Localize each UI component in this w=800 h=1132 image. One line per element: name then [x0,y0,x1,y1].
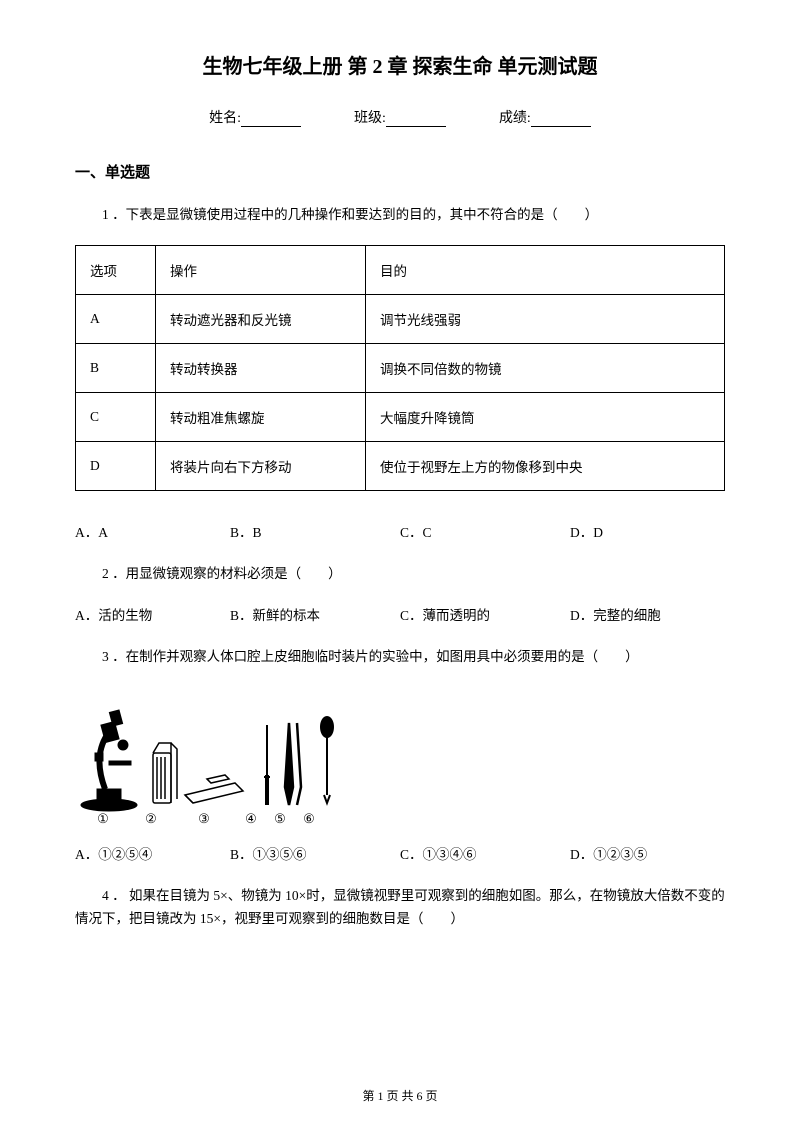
section-1-header: 一、单选题 [75,161,725,182]
table-cell: 转动遮光器和反光镜 [156,294,366,343]
table-header: 选项 [76,245,156,294]
q4-text: 4 ． 如果在目镜为 5×、物镜为 10×时，显微镜视野里可观察到的细胞如图。那… [75,885,725,931]
slide-box-icon [153,743,177,803]
choice-b: B．新鲜的标本 [230,604,400,624]
table-row: D 将装片向右下方移动 使位于视野左上方的物像移到中央 [76,441,725,490]
table-row: B 转动转换器 调换不同倍数的物镜 [76,343,725,392]
table-cell: 转动转换器 [156,343,366,392]
choice-b: B．B [230,521,400,541]
choice-c: C．C [400,521,570,541]
needle-icon [264,725,270,805]
q2-choices: A．活的生物 B．新鲜的标本 C．薄而透明的 D．完整的细胞 [75,604,725,624]
choice-b: B．①③⑤⑥ [230,843,400,863]
page-footer: 第 1 页 共 6 页 [0,1087,800,1104]
table-cell: D [76,441,156,490]
glass-slide-icon [185,775,243,803]
label-1: ① [75,811,131,827]
microscope-icon [81,710,137,811]
tools-svg [75,687,375,827]
table-cell: A [76,294,156,343]
choice-c: C．薄而透明的 [400,604,570,624]
q3-diagram: ① ② ③ ④ ⑤ ⑥ [75,687,375,827]
table-cell: 调换不同倍数的物镜 [366,343,725,392]
choice-d: D．完整的细胞 [570,604,661,624]
q1-text: 1 ．下表是显微镜使用过程中的几种操作和要达到的目的，其中不符合的是（ ） [75,204,725,227]
table-row: 选项 操作 目的 [76,245,725,294]
choice-a: A．A [75,521,230,541]
q3-choices: A．①②⑤④ B．①③⑤⑥ C．①③④⑥ D．①②③⑤ [75,843,725,863]
choice-c: C．①③④⑥ [400,843,570,863]
score-blank[interactable] [531,113,591,127]
class-label: 班级: [354,111,386,126]
label-6: ⑥ [295,811,323,827]
q1-table: 选项 操作 目的 A 转动遮光器和反光镜 调节光线强弱 B 转动转换器 调换不同… [75,245,725,491]
table-cell: C [76,392,156,441]
page-title: 生物七年级上册 第 2 章 探索生命 单元测试题 [75,50,725,79]
label-2: ② [131,811,171,827]
label-4: ④ [237,811,265,827]
table-cell: 使位于视野左上方的物像移到中央 [366,441,725,490]
dropper-icon [321,717,333,803]
table-cell: 将装片向右下方移动 [156,441,366,490]
choice-d: D．D [570,521,603,541]
table-cell: B [76,343,156,392]
table-row: A 转动遮光器和反光镜 调节光线强弱 [76,294,725,343]
table-header: 目的 [366,245,725,294]
q1-choices: A．A B．B C．C D．D [75,521,725,541]
table-header: 操作 [156,245,366,294]
q3-text: 3 ．在制作并观察人体口腔上皮细胞临时装片的实验中，如图用具中必须要用的是（ ） [75,646,725,669]
name-label: 姓名: [209,111,241,126]
tweezers-icon [285,723,301,805]
q2-text: 2 ．用显微镜观察的材料必须是（ ） [75,563,725,586]
choice-a: A．活的生物 [75,604,230,624]
label-5: ⑤ [265,811,295,827]
table-cell: 大幅度升降镜筒 [366,392,725,441]
choice-d: D．①②③⑤ [570,843,647,863]
table-row: C 转动粗准焦螺旋 大幅度升降镜筒 [76,392,725,441]
label-3: ③ [171,811,237,827]
table-cell: 转动粗准焦螺旋 [156,392,366,441]
student-info-line: 姓名: 班级: 成绩: [75,107,725,127]
class-blank[interactable] [386,113,446,127]
choice-a: A．①②⑤④ [75,843,230,863]
score-label: 成绩: [499,111,531,126]
diagram-labels: ① ② ③ ④ ⑤ ⑥ [75,811,323,827]
table-cell: 调节光线强弱 [366,294,725,343]
name-blank[interactable] [241,113,301,127]
